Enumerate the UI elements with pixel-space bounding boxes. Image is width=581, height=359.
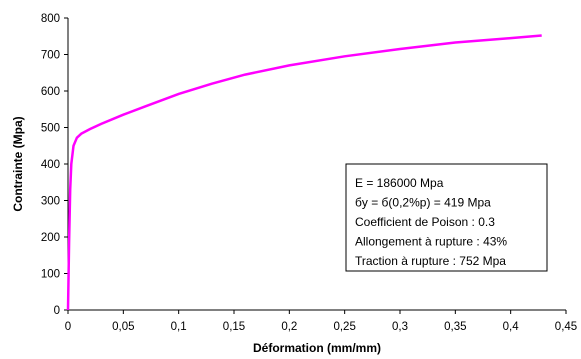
properties-box-frame — [345, 163, 548, 272]
y-axis: 0 100 200 300 400 500 600 700 800 — [41, 13, 69, 317]
y-tick-label: 300 — [41, 196, 60, 208]
stress-strain-curve — [66, 34, 542, 311]
x-tick-label: 0,05 — [112, 321, 134, 333]
property-line: E = 186000 Mpa — [355, 176, 444, 190]
x-tick-label: 0,15 — [223, 321, 245, 333]
x-tick-label: 0,2 — [281, 321, 297, 333]
x-tick-label: 0,45 — [555, 321, 577, 333]
x-tick-label: 0,1 — [171, 321, 187, 333]
y-tick-label: 600 — [41, 86, 60, 98]
y-tick-label: 500 — [41, 123, 60, 135]
property-line: бy = б(0,2%p) = 419 Mpa — [355, 196, 491, 210]
y-axis-title: Contrainte (Mpa) — [11, 116, 25, 211]
x-tick-label: 0,4 — [503, 321, 520, 333]
properties-box: E = 186000 Mpa бy = б(0,2%p) = 419 Mpa Coe… — [345, 163, 548, 272]
property-line: Allongement à rupture : 43% — [355, 235, 507, 249]
y-tick-label: 0 — [54, 305, 60, 317]
x-tick-label: 0 — [65, 321, 71, 333]
property-line: Coefficient de Poison : 0.3 — [355, 215, 495, 229]
x-tick-label: 0,3 — [392, 321, 408, 333]
x-tick-label: 0,35 — [444, 321, 466, 333]
y-tick-label: 200 — [41, 232, 60, 244]
x-axis-title: Déformation (mm/mm) — [253, 341, 381, 355]
x-axis: 0 0,05 0,1 0,15 0,2 0,25 0,3 0,35 0,4 0,45 — [65, 309, 577, 333]
y-tick-label: 400 — [41, 159, 60, 171]
y-tick-label: 700 — [41, 50, 60, 62]
y-tick-label: 100 — [41, 269, 60, 281]
y-tick-label: 800 — [41, 13, 60, 25]
x-tick-label: 0,25 — [333, 321, 355, 333]
property-line: Traction à rupture : 752 Mpa — [355, 254, 506, 268]
